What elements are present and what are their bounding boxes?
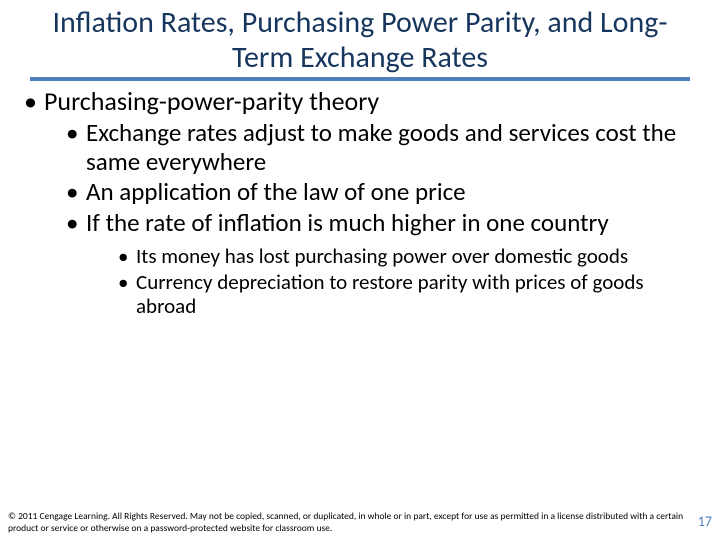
bullet-text: If the rate of inflation is much higher … [86, 207, 609, 238]
bullet-l2: If the rate of inflation is much higher … [62, 209, 700, 318]
bullet-text: Purchasing-power-parity theory [44, 85, 379, 117]
bullet-l3: Its money has lost purchasing power over… [114, 244, 700, 268]
bullet-l2: Exchange rates adjust to make goods and … [62, 119, 700, 177]
bullet-list-level2: Exchange rates adjust to make goods and … [62, 119, 700, 318]
slide: Inflation Rates, Purchasing Power Parity… [0, 0, 720, 540]
bullet-l3: Currency depreciation to restore parity … [114, 270, 700, 318]
bullet-text: Currency depreciation to restore parity … [136, 269, 644, 319]
page-number: 17 [698, 513, 712, 530]
title-underline [30, 77, 690, 81]
bullet-text: Its money has lost purchasing power over… [136, 243, 628, 269]
bullet-l1: Purchasing-power-parity theory Exchange … [20, 87, 700, 318]
bullet-list-level3: Its money has lost purchasing power over… [114, 244, 700, 318]
bullet-list-level1: Purchasing-power-parity theory Exchange … [20, 87, 700, 318]
copyright-footer: © 2011 Cengage Learning. All Rights Rese… [8, 511, 684, 534]
slide-title: Inflation Rates, Purchasing Power Parity… [0, 0, 720, 77]
bullet-text: An application of the law of one price [86, 176, 466, 207]
slide-body: Purchasing-power-parity theory Exchange … [0, 87, 720, 318]
bullet-text: Exchange rates adjust to make goods and … [86, 117, 676, 177]
bullet-l2: An application of the law of one price [62, 178, 700, 207]
